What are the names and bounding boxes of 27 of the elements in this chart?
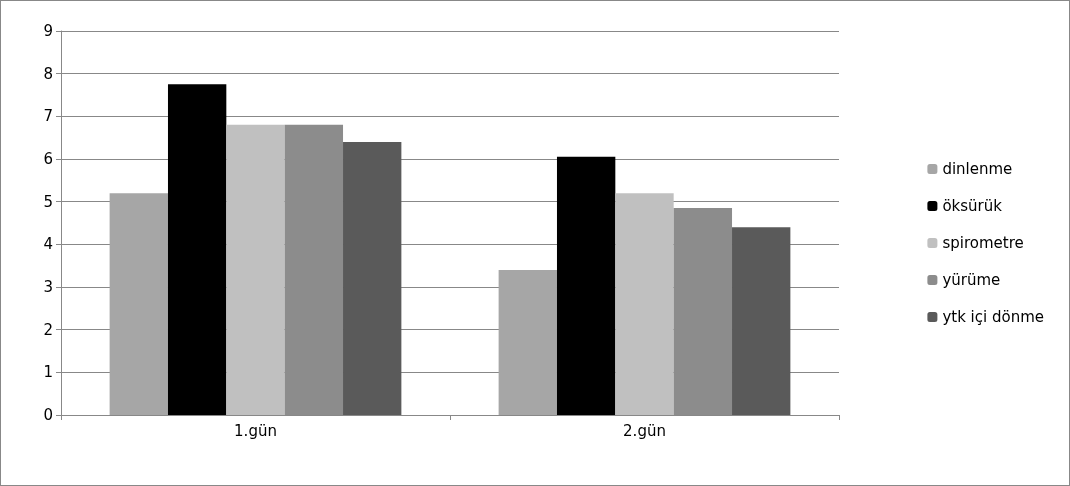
legend-label: spirometre (942, 234, 1024, 252)
bar (226, 124, 285, 415)
legend-label: yürüme (942, 271, 1001, 289)
bar (167, 84, 227, 415)
bar (284, 124, 344, 415)
bar (615, 193, 674, 415)
y-tick-label: 9 (43, 22, 53, 40)
x-tick-label: 2.gün (623, 421, 666, 440)
y-tick-label: 7 (43, 107, 53, 126)
y-tick-label: 8 (43, 64, 53, 83)
bar (343, 141, 402, 415)
y-tick-label: 2 (43, 320, 53, 339)
y-tick-label: 1 (43, 363, 53, 382)
x-tick-label: 1.gün (234, 421, 277, 440)
legend-label: öksürük (942, 197, 1003, 215)
bar (732, 227, 791, 415)
y-tick-label: 0 (43, 406, 53, 424)
y-tick-label: 6 (43, 150, 53, 168)
y-tick-label: 4 (43, 235, 53, 254)
y-tick-label: 3 (43, 278, 53, 296)
bar (498, 269, 557, 415)
legend-label: dinlenme (942, 160, 1013, 178)
legend-label: ytk içi dönme (942, 308, 1044, 326)
bar (556, 156, 616, 415)
bar (673, 208, 733, 415)
y-tick-label: 5 (43, 192, 53, 211)
bar (109, 193, 168, 415)
